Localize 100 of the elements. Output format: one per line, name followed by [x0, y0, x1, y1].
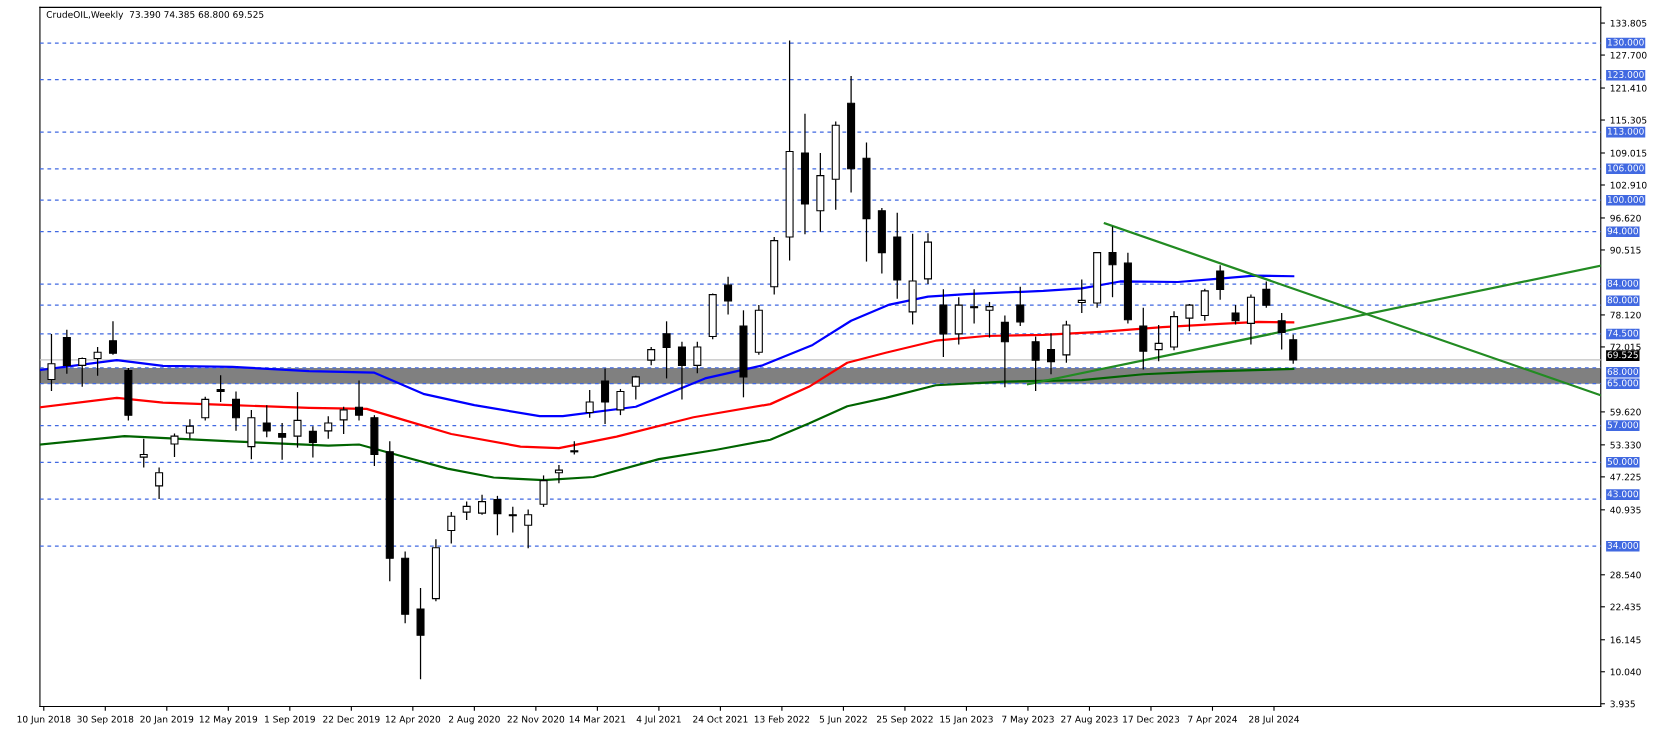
y-tick-label: 28.540 [1610, 571, 1641, 579]
candlestick [493, 495, 502, 536]
candlestick [293, 391, 302, 449]
candlestick [78, 356, 87, 388]
y-tick-label: 16.145 [1610, 636, 1641, 644]
candlestick [647, 346, 656, 366]
x-tick-label: 13 Feb 2022 [754, 715, 810, 723]
y-tick-label: 109.015 [1610, 149, 1647, 157]
candlestick [616, 388, 625, 416]
candlestick [601, 367, 610, 425]
candlestick [1231, 304, 1240, 326]
x-tick-label: 22 Nov 2020 [507, 715, 565, 723]
candlestick [231, 390, 241, 432]
candlestick [478, 494, 487, 516]
x-tick-label: 12 Apr 2020 [385, 715, 441, 725]
y-tick-label: 102.910 [1610, 181, 1647, 189]
ref-line-label: 68.000 [1607, 368, 1638, 375]
x-tick-label: 17 Dec 2023 [1123, 715, 1180, 723]
candlestick [170, 432, 179, 458]
line-series [39, 367, 1295, 482]
candlestick [1000, 314, 1009, 388]
chart-title: CrudeOIL,Weekly 73.390 74.385 68.800 69.525 [46, 10, 264, 20]
ref-line-label: 94.000 [1607, 227, 1638, 235]
ref-line-label: 57.000 [1607, 421, 1638, 429]
candlestick [1289, 333, 1298, 365]
y-tick-label: 133.805 [1610, 19, 1647, 27]
candlestick [585, 389, 594, 419]
candlestick [508, 506, 517, 534]
candlestick [201, 396, 210, 422]
y-tick-label: 47.225 [1610, 473, 1641, 481]
candlestick [185, 418, 194, 440]
ref-line-label: 69.525 [1607, 351, 1638, 359]
ref-line-label: 113.000 [1608, 127, 1644, 135]
candlestick [1016, 286, 1025, 327]
candlestick [324, 415, 333, 440]
x-tick-label: 1 Sep 2019 [265, 715, 315, 725]
y-tick-label: 96.620 [1610, 214, 1641, 222]
candlestick [47, 333, 56, 392]
y-tick-label: 90.515 [1610, 246, 1641, 254]
y-tick-label: 115.305 [1610, 116, 1647, 124]
x-tick-label: 4 Jul 2021 [636, 715, 681, 725]
ref-line-label: 43.000 [1607, 490, 1638, 498]
x-tick-label: 22 Dec 2019 [323, 715, 380, 723]
candlestick [1277, 312, 1286, 351]
candlestick [524, 508, 533, 549]
candlestick [447, 511, 456, 545]
candlestick [1031, 335, 1040, 392]
x-tick-label: 12 May 2019 [199, 715, 258, 725]
candlestick [677, 341, 686, 401]
ref-line-label: 106.000 [1608, 164, 1644, 172]
y-tick-label: 78.120 [1610, 311, 1641, 319]
candlestick [339, 406, 348, 435]
candlestick [724, 276, 733, 316]
ref-line-label: 50.000 [1607, 458, 1638, 465]
y-tick-label: 127.700 [1610, 51, 1647, 59]
ref-line-label: 84.000 [1607, 279, 1638, 287]
y-tick-label: 40.935 [1610, 506, 1641, 514]
candlestick [1077, 278, 1086, 314]
candlestick [216, 374, 225, 403]
ref-line-label: 80.000 [1607, 296, 1638, 304]
candlestick [1154, 324, 1163, 362]
x-tick-label: 7 May 2023 [1002, 715, 1054, 725]
candlestick [355, 379, 364, 422]
candlestick [308, 425, 317, 459]
candlestick [462, 500, 471, 521]
candlestick [108, 320, 117, 356]
candlestick [1262, 280, 1271, 309]
y-tick-label: 53.330 [1610, 441, 1641, 449]
candlestick [93, 346, 102, 377]
candlestick [970, 288, 979, 325]
y-tick-label: 72.015 [1610, 343, 1641, 351]
ref-line-label: 100.000 [1608, 196, 1644, 203]
ref-line-label: 74.500 [1607, 329, 1638, 337]
x-tick-label: 7 Apr 2024 [1188, 715, 1238, 725]
x-tick-label: 28 Jul 2024 [1249, 715, 1300, 725]
y-tick-label: 121.410 [1610, 84, 1647, 92]
candlestick [539, 474, 548, 508]
candlestick [1047, 332, 1056, 375]
line-series [39, 320, 1295, 450]
ref-line-label: 123.000 [1608, 71, 1644, 78]
candlestick [1216, 264, 1225, 301]
ref-line-label: 65.000 [1607, 379, 1638, 387]
x-tick-label: 30 Sep 2018 [77, 715, 134, 725]
ref-line-label: 34.000 [1607, 541, 1638, 549]
candlestick [693, 341, 702, 374]
y-tick-label: 10.040 [1610, 668, 1641, 676]
y-tick-label: 3.935 [1610, 700, 1635, 708]
candlestick [278, 422, 287, 461]
candlestick [662, 320, 671, 380]
x-tick-label: 24 Oct 2021 [693, 715, 748, 723]
candlestick [1108, 225, 1117, 298]
candlestick [262, 404, 271, 438]
x-tick-label: 5 Jun 2022 [819, 715, 867, 725]
x-tick-label: 25 Sep 2022 [876, 715, 933, 725]
candlestick [1185, 303, 1194, 332]
y-tick-label: 59.620 [1610, 408, 1641, 416]
x-tick-label: 14 Mar 2021 [569, 715, 626, 723]
candlestick [139, 438, 148, 469]
x-tick-label: 20 Jan 2019 [140, 715, 194, 725]
candlestick [155, 466, 164, 500]
